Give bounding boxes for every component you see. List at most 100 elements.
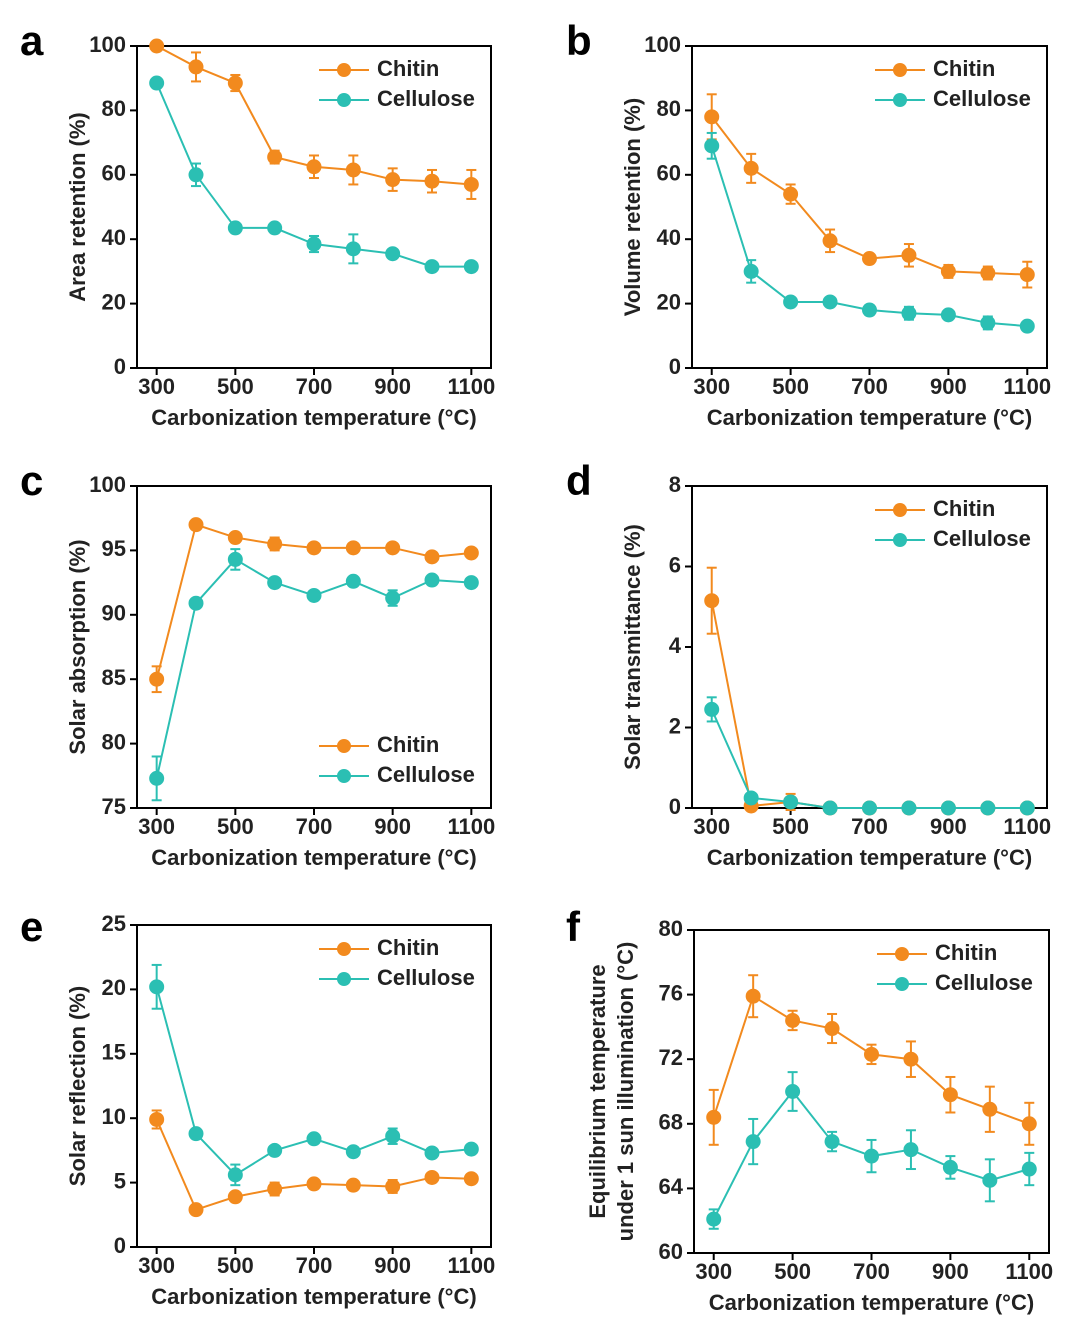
legend-marker [895,977,909,991]
data-point [345,1144,361,1160]
x-tick-label: 300 [138,374,175,399]
y-tick-label: 90 [102,601,126,626]
data-point [822,233,838,249]
data-point [903,1051,919,1067]
data-point [940,263,956,279]
x-tick-label: 700 [296,374,333,399]
panel-letter: a [20,17,44,64]
data-point [267,149,283,165]
data-point [903,1142,919,1158]
y-axis-label: Equilibrium temperature [585,964,610,1218]
x-tick-label: 900 [374,814,411,839]
data-point [706,1109,722,1125]
panel: f 60 64 68 72 76 80 300 500 700 900 1100 Carbonizati… [566,903,1053,1315]
legend-marker [893,63,907,77]
x-tick-label: 1100 [447,374,495,399]
legend-marker [337,93,351,107]
data-point [188,59,204,75]
series-line [710,600,1028,809]
data-point [783,186,799,202]
data-point [306,1176,322,1192]
y-tick-label: 75 [102,794,126,819]
data-point [706,1211,722,1227]
data-point [149,671,165,687]
data-point [1019,318,1035,334]
series-line [155,986,472,1177]
data-point [822,294,838,310]
data-point [942,1159,958,1175]
data-point [149,770,165,786]
y-tick-label: 95 [102,536,126,561]
legend-label: Chitin [377,732,439,757]
legend-label: Chitin [935,940,997,965]
legend-label: Chitin [933,56,995,81]
data-point [424,1169,440,1185]
x-tick-label: 1100 [1003,814,1051,839]
legend-marker [337,739,351,753]
data-point [385,1178,401,1194]
legend-label: Cellulose [935,970,1033,995]
data-point [822,800,838,816]
y-tick-label: 20 [102,289,126,314]
data-point [188,167,204,183]
data-point [306,587,322,603]
data-point [743,790,759,806]
data-point [1019,800,1035,816]
y-tick-label: 100 [89,472,126,497]
legend-label: Cellulose [933,526,1031,551]
data-point [940,307,956,323]
data-point [824,1021,840,1037]
data-point [463,1141,479,1157]
data-point [463,176,479,192]
x-axis-label: Carbonization temperature (°C) [151,1284,476,1309]
y-tick-label: 100 [89,32,126,57]
panel: c 75 80 85 90 95 100 300 500 700 900 1100 Carbonizat… [20,457,495,870]
data-point [188,1126,204,1142]
y-tick-label: 5 [114,1168,126,1193]
x-tick-label: 500 [772,374,809,399]
data-point [385,590,401,606]
data-point [862,800,877,816]
data-point [385,246,401,262]
y-tick-label: 10 [102,1104,126,1129]
data-point [306,540,322,556]
legend-marker [895,947,909,961]
legend-marker [337,942,351,956]
legend-label: Cellulose [933,86,1031,111]
data-point [463,1171,479,1187]
y-axis-label: Solar transmittance (%) [620,524,645,770]
y-tick-label: 0 [669,354,681,379]
legend-label: Cellulose [377,762,475,787]
data-point [345,162,361,178]
data-point [743,263,759,279]
data-point [980,800,996,816]
y-tick-label: 15 [102,1040,126,1065]
legend-marker [337,769,351,783]
data-point [227,551,243,567]
data-point [188,517,204,533]
y-tick-label: 72 [659,1045,683,1070]
data-point [385,540,401,556]
data-point [385,172,401,188]
data-point [227,530,243,546]
data-point [345,241,361,257]
data-point [385,1128,401,1144]
data-point [785,1084,801,1099]
data-point [345,573,361,589]
data-point [942,1087,958,1103]
data-point [743,160,759,176]
data-point [982,1172,998,1188]
x-tick-label: 900 [374,1253,411,1278]
data-point [345,1177,361,1193]
x-tick-label: 900 [930,814,967,839]
legend-label: Cellulose [377,965,475,990]
data-point [149,75,165,91]
x-tick-label: 300 [693,374,730,399]
x-tick-label: 300 [693,814,730,839]
data-point [267,1181,283,1197]
data-point [267,536,283,552]
y-tick-label: 0 [669,794,681,819]
legend-marker [893,503,907,517]
x-axis-label: Carbonization temperature (°C) [707,405,1032,430]
